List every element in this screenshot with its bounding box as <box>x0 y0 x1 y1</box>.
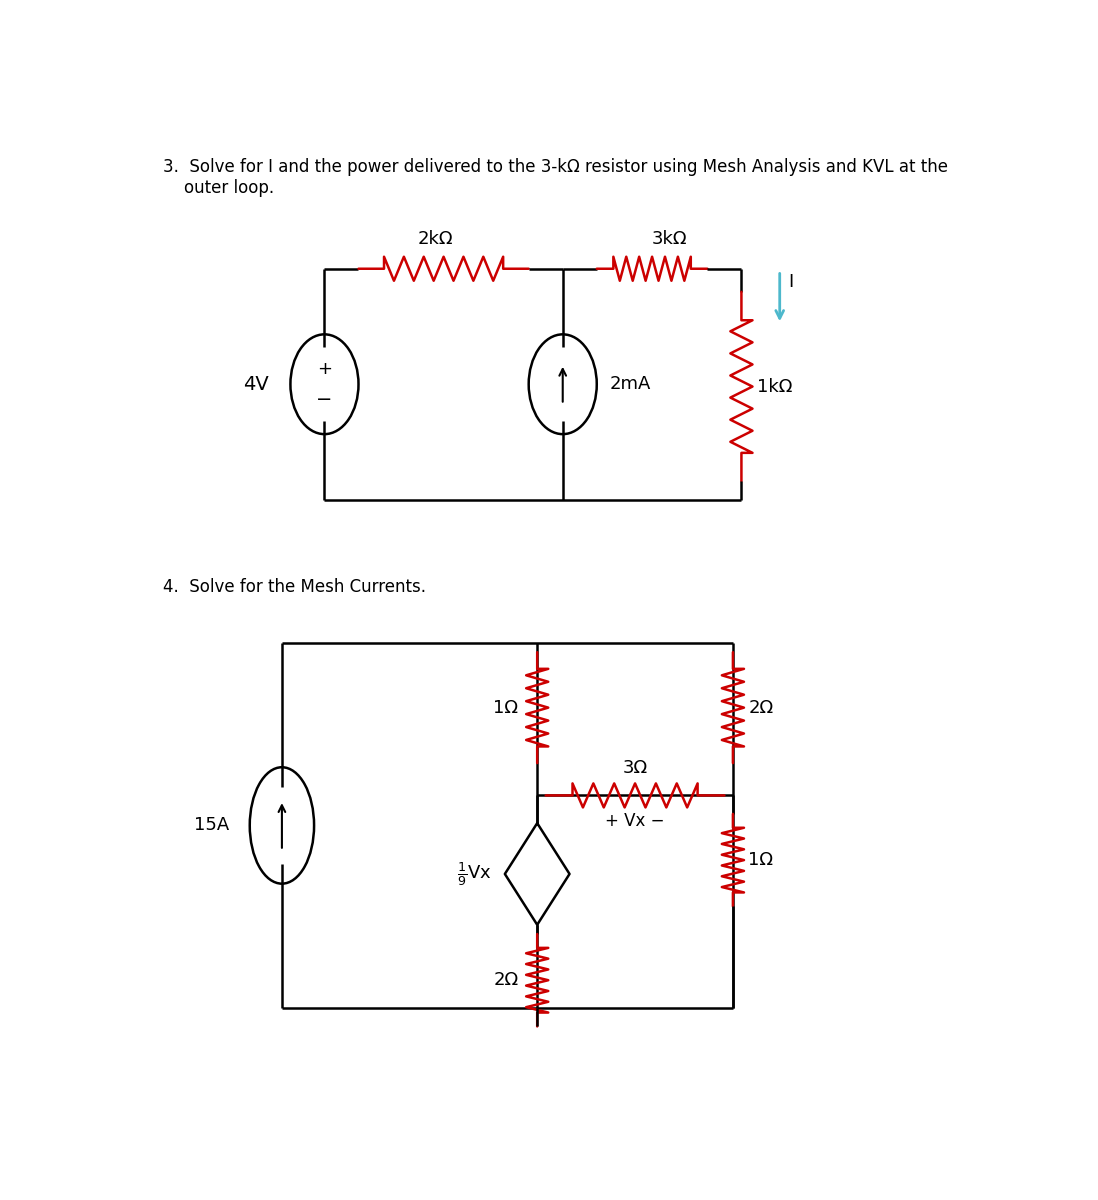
Text: I: I <box>788 274 794 292</box>
Text: 1Ω: 1Ω <box>493 698 518 716</box>
Text: 3.  Solve for I and the power delivered to the 3-kΩ resistor using Mesh Analysis: 3. Solve for I and the power delivered t… <box>163 158 948 176</box>
Text: 2Ω: 2Ω <box>493 971 518 989</box>
Text: 2kΩ: 2kΩ <box>417 230 452 248</box>
Text: +: + <box>317 360 332 378</box>
Text: 4.  Solve for the Mesh Currents.: 4. Solve for the Mesh Currents. <box>163 578 426 596</box>
Text: 2mA: 2mA <box>609 376 651 394</box>
Text: 2Ω: 2Ω <box>748 698 773 716</box>
Text: −: − <box>316 390 333 408</box>
Text: outer loop.: outer loop. <box>163 179 273 197</box>
Text: + Vx −: + Vx − <box>605 812 664 830</box>
Polygon shape <box>505 823 570 925</box>
Text: $\frac{1}{9}$Vx: $\frac{1}{9}$Vx <box>458 860 492 888</box>
Text: 4V: 4V <box>244 374 269 394</box>
Text: 3Ω: 3Ω <box>623 758 648 776</box>
Text: 1kΩ: 1kΩ <box>757 378 792 396</box>
Text: 15A: 15A <box>194 816 229 834</box>
Text: 1Ω: 1Ω <box>748 851 773 869</box>
Text: 3kΩ: 3kΩ <box>651 230 687 248</box>
